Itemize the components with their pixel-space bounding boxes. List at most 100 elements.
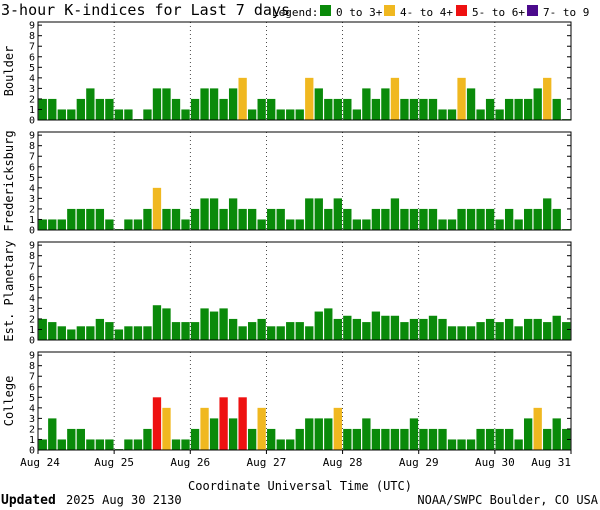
k-index-bar xyxy=(352,109,362,120)
k-index-bar xyxy=(428,315,438,340)
k-index-bar xyxy=(390,428,400,450)
k-index-bar xyxy=(409,208,419,230)
k-index-bar xyxy=(38,98,47,120)
y-tick-label: 1 xyxy=(29,325,35,336)
k-index-bar xyxy=(276,109,285,120)
k-index-bar xyxy=(428,428,438,450)
k-index-bar xyxy=(514,439,523,450)
k-index-bar xyxy=(514,326,523,340)
k-index-bar xyxy=(105,98,114,120)
legend-swatch xyxy=(456,5,467,16)
k-index-bar xyxy=(543,322,552,340)
k-index-bar xyxy=(362,88,371,120)
y-tick-label: 5 xyxy=(29,283,35,294)
k-index-bar xyxy=(476,322,485,340)
k-index-bar xyxy=(267,326,276,340)
k-index-bar xyxy=(543,198,552,230)
k-index-bar xyxy=(324,208,333,230)
k-index-bar xyxy=(371,98,381,120)
k-index-bar xyxy=(247,322,257,340)
panel-label: College xyxy=(2,376,16,427)
k-index-bar xyxy=(447,439,457,450)
k-index-bar xyxy=(295,219,304,230)
k-index-bar xyxy=(533,318,542,340)
k-index-bar xyxy=(362,322,371,340)
k-index-bar xyxy=(48,322,57,340)
k-index-bar xyxy=(400,322,409,340)
k-index-bar xyxy=(86,208,95,230)
k-index-bar xyxy=(76,428,85,450)
y-tick-label: 3 xyxy=(29,84,35,95)
y-tick-label: 3 xyxy=(29,194,35,205)
k-index-bar xyxy=(371,311,381,340)
k-index-bar xyxy=(95,98,105,120)
k-index-bar xyxy=(162,308,171,340)
k-index-bar xyxy=(495,322,504,340)
y-tick-label: 8 xyxy=(29,361,35,372)
legend-swatch xyxy=(384,5,395,16)
k-index-bar xyxy=(314,88,323,120)
k-index-bar xyxy=(552,98,561,120)
updated-label: Updated xyxy=(1,493,56,508)
k-index-bar xyxy=(238,208,247,230)
x-tick-label: Aug 31 xyxy=(531,456,571,469)
k-index-bar xyxy=(67,329,76,340)
panel-frame xyxy=(37,351,572,451)
legend-entry: 7- to 9 xyxy=(543,6,589,19)
k-index-bar xyxy=(552,208,561,230)
k-index-bar xyxy=(219,208,228,230)
k-index-bar xyxy=(343,208,352,230)
k-index-bar xyxy=(314,311,323,340)
legend-entry: 5- to 6+ xyxy=(472,6,525,19)
y-tick-label: 2 xyxy=(29,204,35,215)
k-index-bar xyxy=(162,88,171,120)
y-tick-label: 4 xyxy=(29,293,35,304)
k-index-bar xyxy=(105,439,114,450)
k-index-bar xyxy=(190,208,200,230)
panel-frame xyxy=(37,21,572,121)
k-index-bar xyxy=(86,326,95,340)
k-index-bar xyxy=(257,219,266,230)
x-tick-label: Aug 29 xyxy=(399,456,439,469)
legend-entry: 4- to 4+ xyxy=(400,6,453,19)
k-index-bar xyxy=(504,318,514,340)
k-index-bar xyxy=(228,198,238,230)
k-index-bar xyxy=(247,428,257,450)
y-tick-label: 0 xyxy=(29,116,35,127)
y-tick-label: 0 xyxy=(29,446,35,457)
k-index-bar xyxy=(124,219,133,230)
k-index-bar xyxy=(57,326,66,340)
k-index-bar xyxy=(352,219,362,230)
k-index-bar xyxy=(48,219,57,230)
k-index-bar xyxy=(124,439,133,450)
panel-label: Boulder xyxy=(2,46,16,97)
updated-value: 2025 Aug 30 2130 xyxy=(66,493,182,507)
k-index-bar xyxy=(419,208,428,230)
k-index-bar xyxy=(57,439,66,450)
k-index-bar xyxy=(352,428,362,450)
k-index-bar xyxy=(343,315,352,340)
k-index-bar xyxy=(324,308,333,340)
k-index-bar xyxy=(219,397,228,450)
k-index-bar xyxy=(76,98,85,120)
k-index-bar xyxy=(400,208,409,230)
y-tick-label: 6 xyxy=(29,382,35,393)
k-index-bar xyxy=(428,208,438,230)
k-index-bar xyxy=(219,308,228,340)
k-index-bar xyxy=(228,418,238,450)
k-index-bar xyxy=(76,208,85,230)
k-index-bar xyxy=(133,439,143,450)
k-index-bar xyxy=(362,418,371,450)
panel-frame xyxy=(37,131,572,231)
k-index-bar xyxy=(466,208,476,230)
y-tick-label: 8 xyxy=(29,31,35,42)
legend: Legend: 0 to 3+ 4- to 4+ 5- to 6+ 7- to 9 xyxy=(272,5,589,19)
k-index-bar xyxy=(200,198,209,230)
y-tick-label: 4 xyxy=(29,183,35,194)
k-index-bar xyxy=(152,305,162,340)
k-index-bar xyxy=(209,418,219,450)
k-index-bar xyxy=(485,428,495,450)
k-index-bar xyxy=(533,407,542,450)
k-index-bar xyxy=(286,322,295,340)
k-index-bar xyxy=(76,326,85,340)
